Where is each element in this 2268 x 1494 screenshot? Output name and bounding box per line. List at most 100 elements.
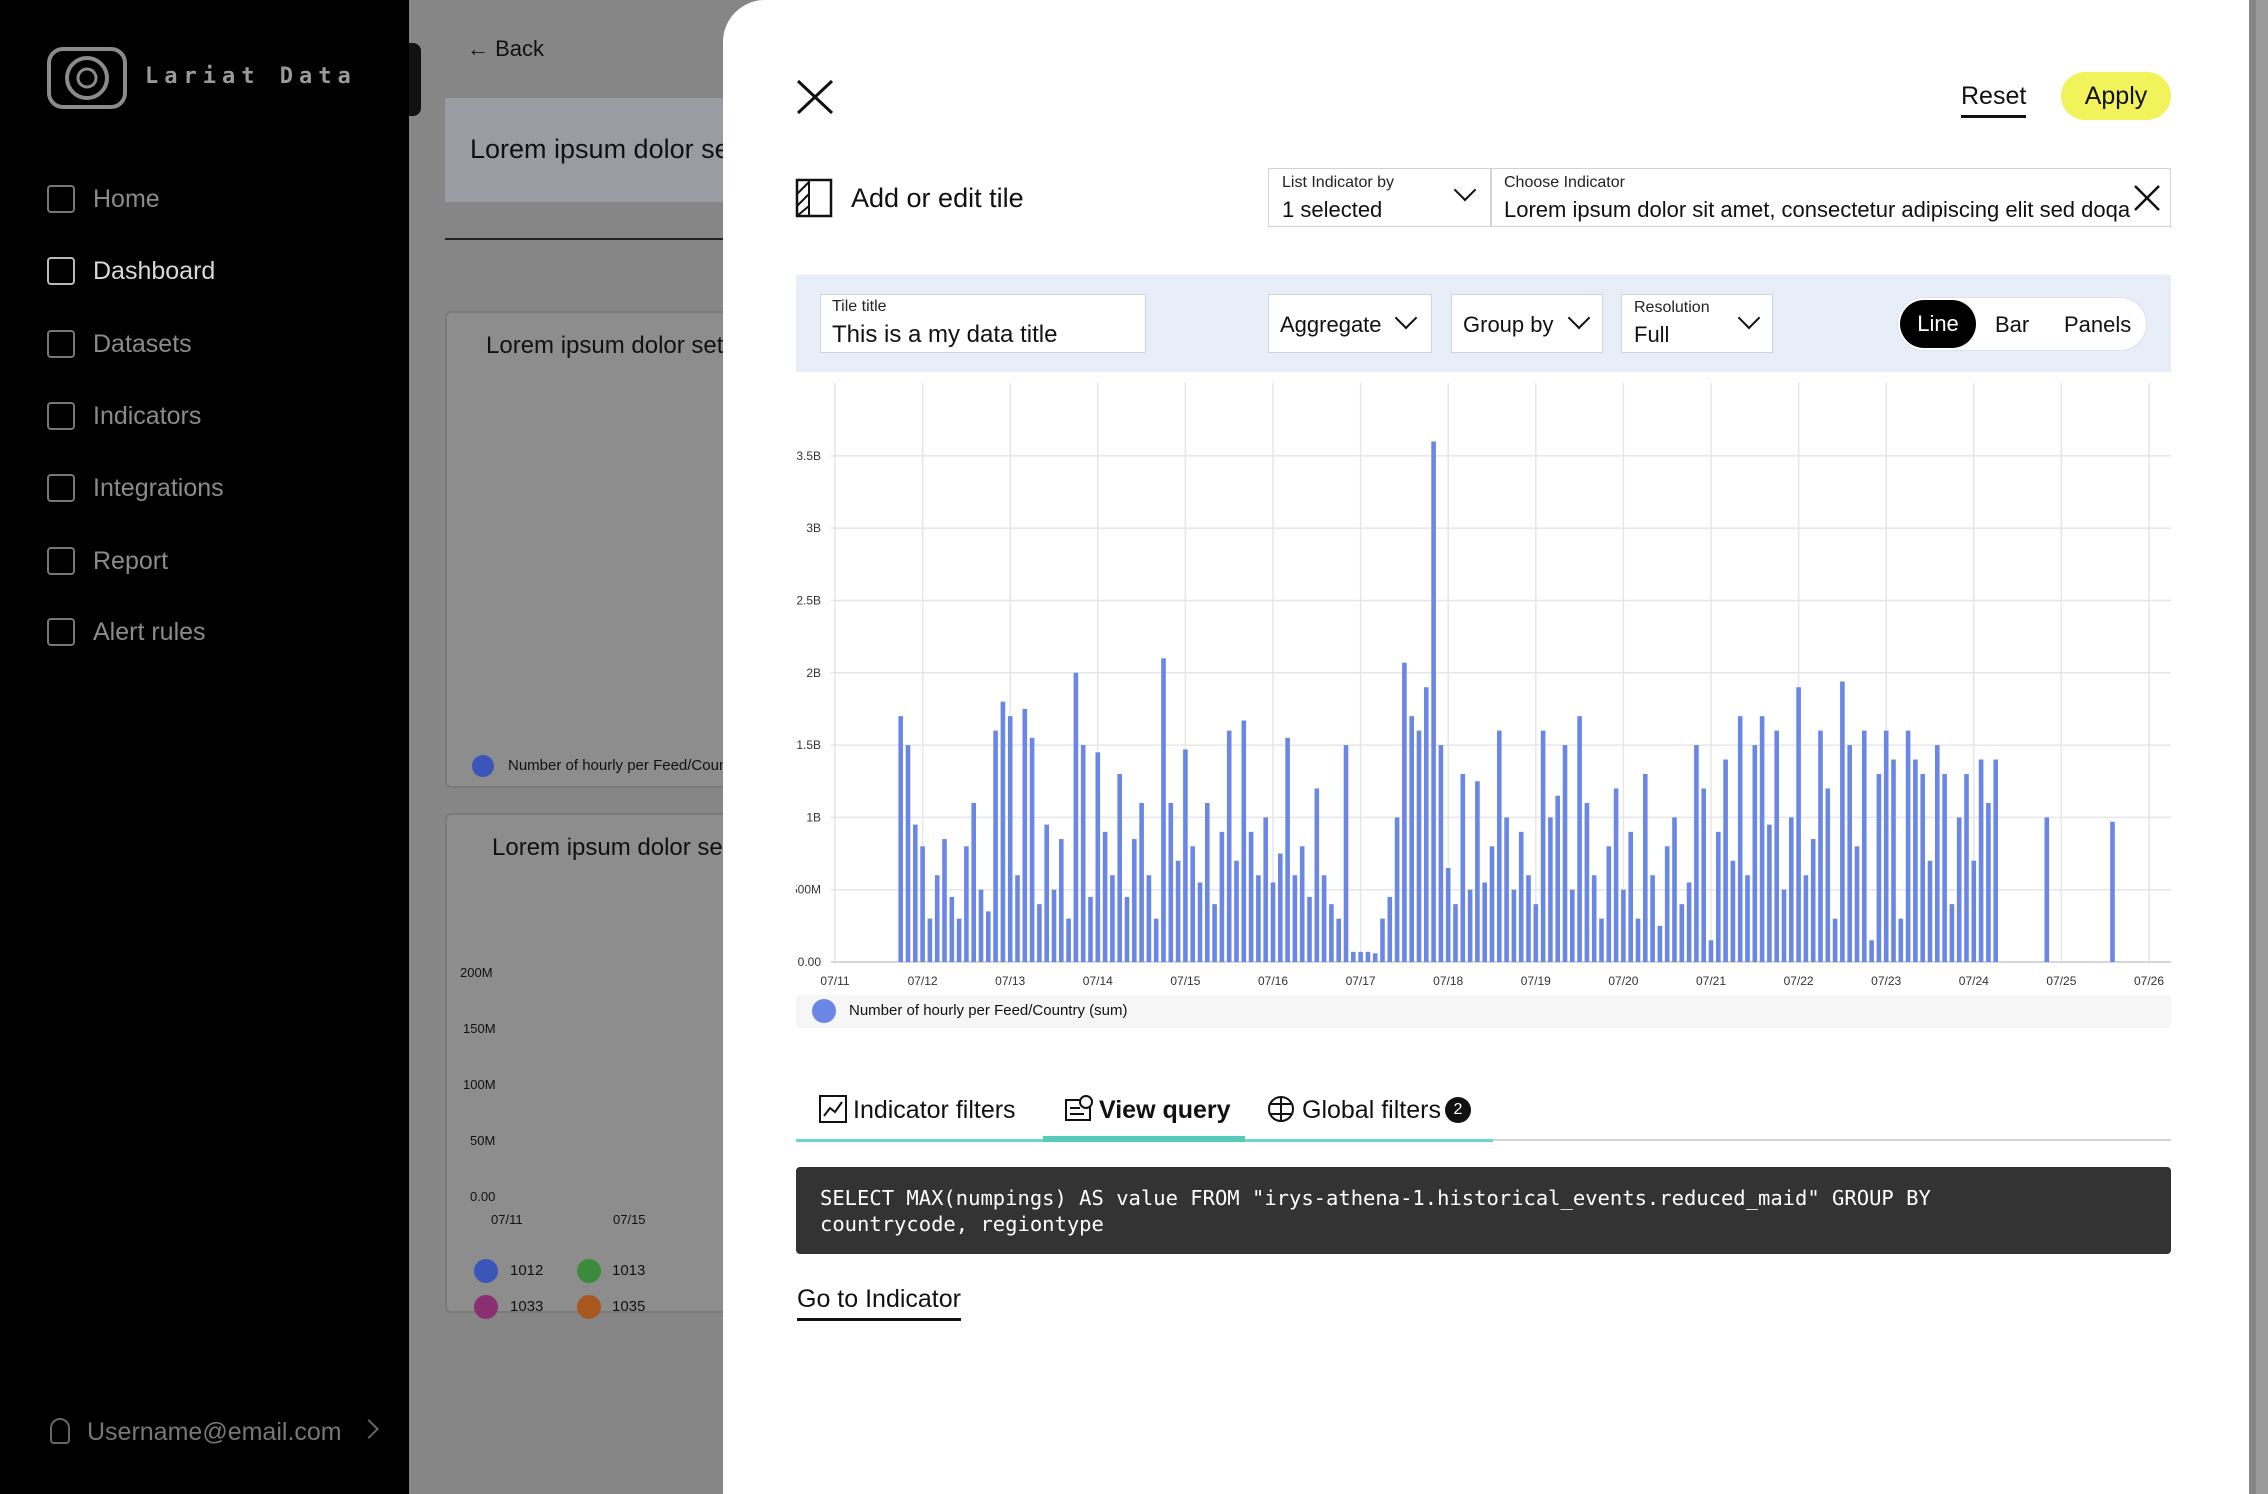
bar: [927, 918, 933, 962]
field-value[interactable]: This is a my data title: [832, 321, 1058, 348]
logo: [47, 47, 127, 109]
x-tick-label: 07/16: [1258, 974, 1288, 988]
legend-label: Number of hourly per Feed/Country (sum): [849, 1002, 1128, 1019]
resolution-select[interactable]: [1621, 294, 1773, 353]
bar: [1190, 846, 1195, 962]
nav-item[interactable]: Integrations: [93, 474, 224, 502]
bar: [1000, 701, 1006, 962]
clear-button[interactable]: [2133, 184, 2161, 212]
field-value[interactable]: 1 selected: [1282, 197, 1383, 222]
bar: [1358, 951, 1363, 962]
indicator-picker[interactable]: [1268, 168, 2171, 227]
nav-item[interactable]: Indicators: [93, 402, 202, 430]
bar: [1380, 918, 1385, 962]
bar: [1635, 918, 1641, 962]
bar: [1949, 904, 1955, 962]
bar: [1445, 868, 1451, 962]
chart-type[interactable]: Bar: [1995, 312, 2030, 337]
chart-type[interactable]: Line: [1900, 300, 1976, 348]
y-tick-label: 0.00: [470, 1189, 496, 1204]
bar: [1256, 875, 1261, 962]
tile-title: Lorem ipsum dolor set: [486, 332, 724, 359]
nav-item[interactable]: Dashboard: [93, 257, 216, 285]
reset-button[interactable]: Reset: [1961, 82, 2027, 118]
aggregate-select[interactable]: [1268, 294, 1432, 353]
bar: [898, 716, 903, 962]
bar: [1825, 788, 1831, 962]
bar: [1416, 730, 1422, 962]
bar: [1767, 824, 1772, 962]
bar: [1548, 817, 1553, 962]
nav-item[interactable]: Report: [93, 547, 169, 575]
bar: [1168, 802, 1174, 962]
tab-icon: [819, 1095, 847, 1123]
bar: [971, 802, 976, 962]
tab[interactable]: Indicator filters: [853, 1096, 1016, 1124]
bar: [1153, 918, 1159, 962]
bar: [1591, 875, 1597, 962]
field-value[interactable]: Full: [1634, 322, 1670, 347]
bar: [1971, 860, 1977, 962]
chart: 0.00 500M 1B 1.5B 2B 2.5B 3B 3.5B 07/11 07/12 07/1…: [796, 383, 2171, 988]
bar: [1394, 817, 1400, 962]
bar: [956, 918, 962, 962]
tile-title: Lorem ipsum dolor se: [492, 834, 723, 861]
nav-item[interactable]: Alert rules: [93, 618, 206, 646]
bar: [1073, 672, 1079, 962]
tile-title-input[interactable]: [820, 294, 1146, 353]
tab[interactable]: Global filters: [1302, 1096, 1441, 1124]
user[interactable]: Username@email.com: [87, 1418, 342, 1446]
legend-swatch: [812, 999, 836, 1023]
bar: [1197, 882, 1203, 962]
x-tick-label: 07/15: [613, 1212, 646, 1227]
bar: [1402, 662, 1407, 962]
bar: [1212, 904, 1217, 962]
bar: [1110, 875, 1115, 962]
bar: [920, 846, 925, 962]
bar: [1007, 716, 1013, 962]
x-tick-label: 07/17: [1346, 974, 1376, 988]
x-tick-label: 07/24: [1959, 974, 1989, 988]
bar: [1599, 918, 1604, 962]
field-value[interactable]: Lorem ipsum dolor sit amet, consectetur …: [1504, 197, 2131, 222]
close-button[interactable]: [795, 78, 835, 116]
x-tick-label: 07/20: [1608, 974, 1638, 988]
bar: [964, 846, 969, 962]
legend: 1012: [510, 1262, 544, 1279]
group-by[interactable]: Group by: [1463, 312, 1554, 337]
brand: Lariat Data: [145, 64, 357, 89]
bar: [1080, 745, 1086, 962]
bar: [1475, 781, 1480, 962]
bar: [1818, 730, 1823, 962]
nav-item[interactable]: Home: [93, 185, 160, 213]
scrollbar[interactable]: [2256, 0, 2268, 1494]
bar: [1314, 788, 1320, 962]
bar: [1278, 853, 1283, 962]
chart-type[interactable]: Panels: [2064, 312, 2132, 337]
bar: [1183, 749, 1188, 962]
legend: 1035: [612, 1298, 646, 1315]
tab[interactable]: View query: [1099, 1096, 1231, 1124]
bar: [1051, 889, 1057, 962]
bar: [1132, 839, 1137, 962]
bar: [1044, 824, 1049, 962]
nav-item[interactable]: Datasets: [93, 330, 192, 358]
bar: [1730, 860, 1736, 962]
query-box: [796, 1167, 2171, 1254]
bar: [1796, 687, 1801, 962]
bar: [1577, 716, 1582, 962]
field-label: Resolution: [1634, 299, 1710, 316]
bar: [1643, 774, 1648, 962]
bar: [1219, 831, 1225, 962]
bar: [1664, 846, 1670, 962]
header: Lorem ipsum dolor se: [470, 134, 730, 164]
group-select[interactable]: [1451, 294, 1603, 353]
apply-button[interactable]: Apply: [2061, 72, 2171, 120]
indicator-link[interactable]: Go to Indicator: [797, 1285, 961, 1321]
bar: [1927, 860, 1933, 962]
badge: 2: [1445, 1097, 1471, 1123]
bar: [1920, 774, 1925, 962]
aggregate[interactable]: Aggregate: [1280, 312, 1382, 337]
collapse-tab[interactable]: [409, 43, 421, 116]
